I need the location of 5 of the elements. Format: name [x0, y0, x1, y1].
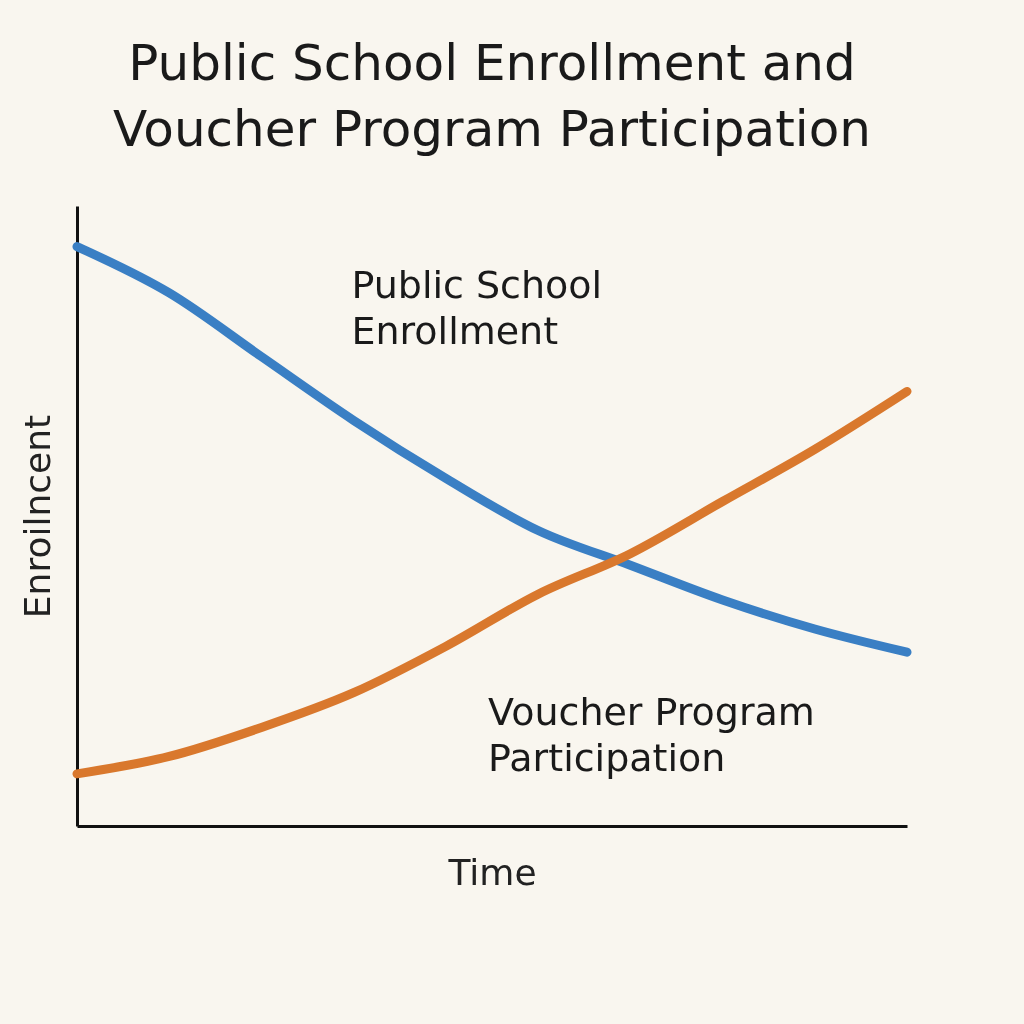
series-label: Public School Enrollment	[351, 262, 603, 353]
x-axis-title: Time	[447, 851, 537, 893]
series-label: Voucher Program Participation	[488, 690, 815, 781]
y-axis-title: Enroilncent	[16, 414, 58, 619]
chart-title: Public School Enrollment and Voucher Program Participation	[113, 34, 871, 158]
